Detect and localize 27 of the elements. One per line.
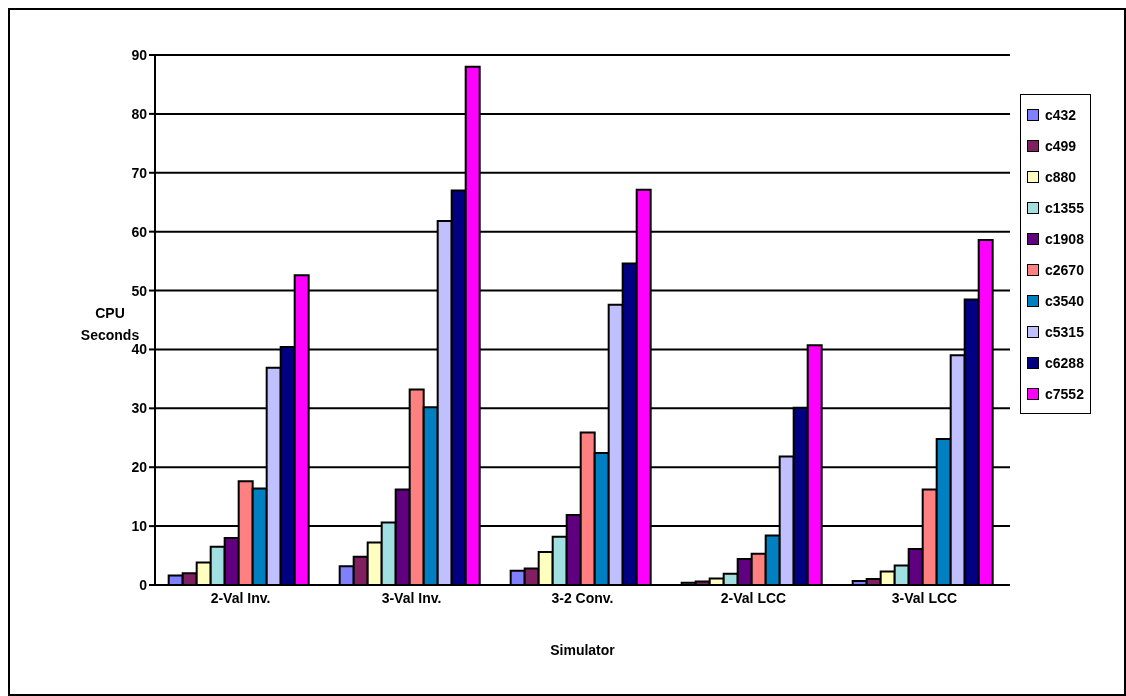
y-tick-label: 50 [131, 282, 148, 299]
y-tick-label: 40 [131, 341, 148, 358]
x-tick-label: 3-2 Conv. [551, 589, 614, 606]
y-tick-label: 30 [131, 400, 148, 417]
legend-label: c1355 [1045, 199, 1084, 216]
legend-label: c880 [1045, 168, 1077, 185]
x-tick-label: 2-Val Inv. [210, 589, 271, 606]
y-tick-label: 90 [131, 46, 148, 63]
legend-label: c2670 [1045, 261, 1084, 278]
legend-label: c7552 [1045, 385, 1084, 402]
y-axis-title: CPU Seconds [80, 304, 140, 344]
y-tick-label: 60 [131, 223, 148, 240]
y-tick-label: 70 [131, 164, 148, 181]
x-tick-label: 3-Val Inv. [381, 589, 442, 606]
x-axis-title: Simulator [550, 641, 616, 658]
x-tick-label: 2-Val LCC [720, 589, 787, 606]
legend-label: c1908 [1045, 230, 1084, 247]
legend-label: c3540 [1045, 292, 1084, 309]
y-tick-label: 20 [131, 459, 148, 476]
y-tick-label: 10 [131, 518, 148, 535]
legend-label: c499 [1045, 137, 1077, 154]
y-tick-label: 80 [131, 105, 148, 122]
x-tick-label: 3-Val LCC [891, 589, 958, 606]
legend-label: c432 [1045, 106, 1077, 123]
y-tick-label: 0 [139, 576, 148, 593]
legend-label: c6288 [1045, 354, 1084, 371]
legend-label: c5315 [1045, 323, 1084, 340]
